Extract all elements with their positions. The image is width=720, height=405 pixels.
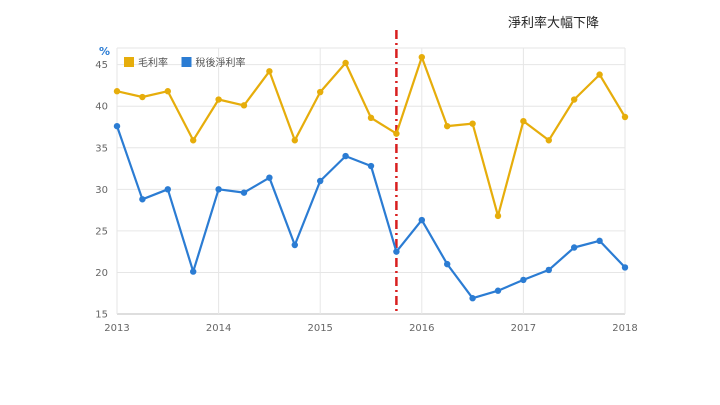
x-tick-label: 2013 <box>104 323 129 334</box>
legend-item-2[interactable]: 稅後淨利率 <box>181 56 246 69</box>
series-group <box>113 53 629 302</box>
data-point[interactable] <box>571 96 578 103</box>
data-point[interactable] <box>545 137 552 144</box>
data-point[interactable] <box>342 152 349 160</box>
data-point[interactable] <box>367 114 375 122</box>
data-point[interactable] <box>164 88 171 95</box>
x-tick-label: 2016 <box>409 323 434 334</box>
data-point[interactable] <box>494 212 502 220</box>
legend[interactable]: 毛利率 稅後淨利率 <box>124 56 246 69</box>
data-point[interactable] <box>393 130 400 137</box>
data-point[interactable] <box>520 276 527 284</box>
data-point[interactable] <box>418 53 425 61</box>
data-point[interactable] <box>621 264 629 271</box>
data-point[interactable] <box>469 120 476 127</box>
data-point[interactable] <box>240 189 248 196</box>
data-point[interactable] <box>190 268 197 275</box>
data-point[interactable] <box>621 113 629 121</box>
series-line <box>116 55 626 217</box>
data-point[interactable] <box>139 93 146 101</box>
data-point[interactable] <box>113 88 121 95</box>
y-tick-label: 30 <box>95 185 108 196</box>
y-tick-label: 45 <box>95 60 108 71</box>
data-point[interactable] <box>139 196 146 203</box>
x-tick-label: 2017 <box>511 323 536 334</box>
y-axis-unit: % <box>99 45 110 58</box>
data-point[interactable] <box>266 68 273 75</box>
data-point[interactable] <box>545 266 552 274</box>
data-point[interactable] <box>215 96 222 103</box>
x-tick-label: 2015 <box>307 323 332 334</box>
legend-item-1[interactable]: 毛利率 <box>124 56 168 69</box>
data-point[interactable] <box>367 162 375 170</box>
x-tick-label: 2014 <box>206 323 231 334</box>
y-tick-label: 20 <box>95 268 108 279</box>
data-point[interactable] <box>418 216 425 224</box>
legend-swatch <box>181 57 192 67</box>
data-point[interactable] <box>317 88 324 96</box>
legend-label: 毛利率 <box>138 56 168 69</box>
data-point[interactable] <box>469 295 476 302</box>
data-point[interactable] <box>393 248 400 255</box>
series-2 <box>113 122 629 302</box>
chart-title: 淨利率大幅下降 <box>508 15 599 31</box>
y-tick-label: 15 <box>95 310 108 321</box>
y-tick-label: 40 <box>95 102 108 113</box>
x-tick-label: 2018 <box>612 323 637 334</box>
y-tick-label: 35 <box>95 143 108 154</box>
legend-label: 稅後淨利率 <box>196 56 246 69</box>
data-point[interactable] <box>571 244 578 251</box>
data-point[interactable] <box>164 186 171 193</box>
data-point[interactable] <box>215 186 222 193</box>
y-tick-label: 25 <box>95 226 108 237</box>
legend-swatch <box>124 57 134 67</box>
data-point[interactable] <box>317 177 324 185</box>
data-point[interactable] <box>494 287 502 294</box>
data-point[interactable] <box>291 137 298 144</box>
data-point[interactable] <box>596 237 603 245</box>
data-point[interactable] <box>190 137 197 144</box>
data-point[interactable] <box>240 102 248 109</box>
data-point[interactable] <box>444 260 451 268</box>
data-point[interactable] <box>113 122 121 130</box>
series-1 <box>113 53 629 220</box>
axis-ticks: 15 20 25 30 35 40 45 2013 2014 2015 2016 2017 2018 <box>95 60 637 334</box>
data-point[interactable] <box>266 174 273 181</box>
data-point[interactable] <box>342 59 349 67</box>
data-point[interactable] <box>520 117 527 125</box>
data-point[interactable] <box>596 71 603 78</box>
data-point[interactable] <box>291 241 298 249</box>
data-point[interactable] <box>444 122 451 130</box>
